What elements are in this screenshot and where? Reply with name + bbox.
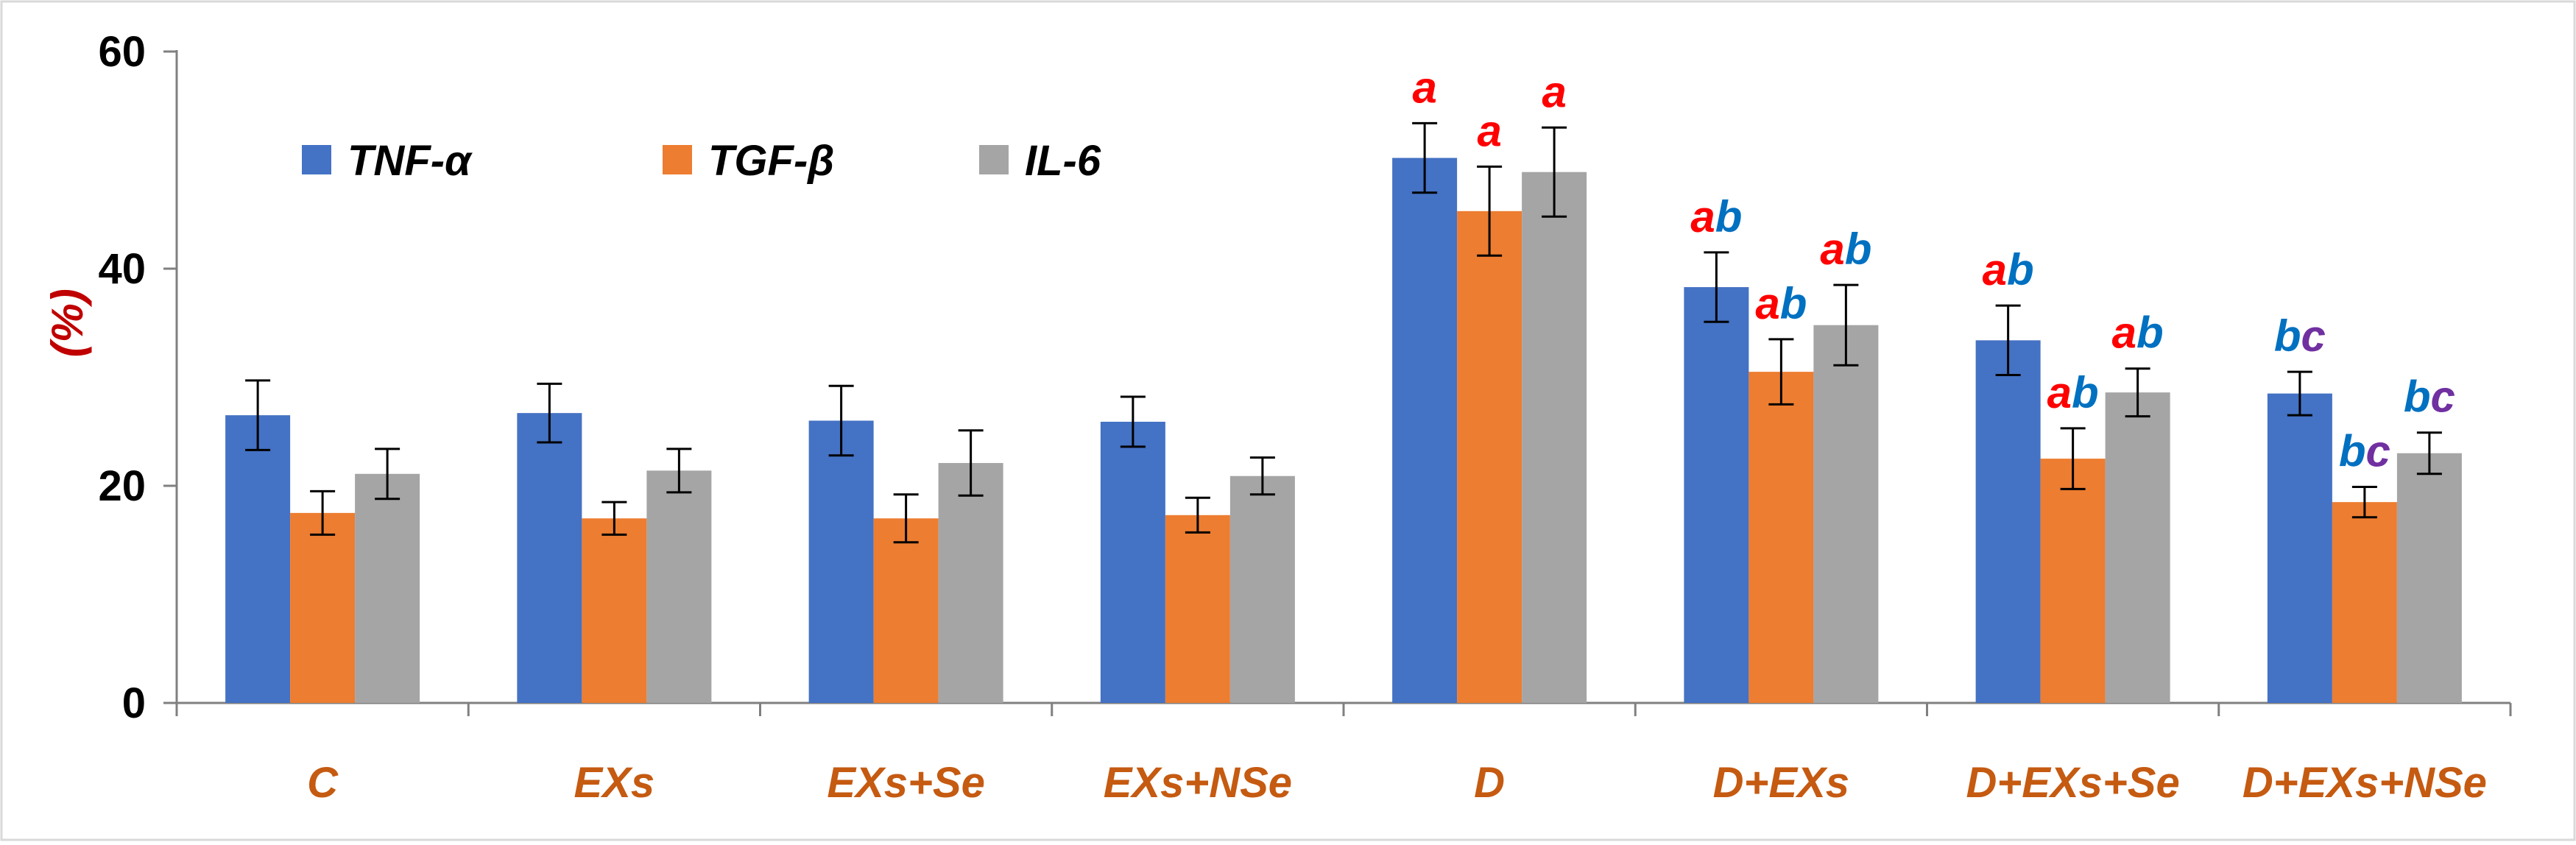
significance-letter: c (2431, 372, 2455, 422)
significance-letter: a (1412, 63, 1436, 112)
significance-letter: b (2339, 426, 2366, 475)
bar (646, 470, 712, 703)
bar (1457, 211, 1522, 703)
x-category-label: D+EXs+Se (1966, 759, 2180, 807)
significance-letter: a (1477, 106, 1501, 155)
y-tick-label: 40 (98, 245, 146, 293)
significance-letter: b (1845, 224, 1872, 274)
significance-letter: c (2301, 311, 2326, 361)
significance-letter: b (2007, 245, 2034, 294)
x-category-label: EXs+NSe (1104, 759, 1292, 807)
bar (873, 518, 939, 703)
significance-label: ab (1755, 279, 1807, 328)
legend-swatch (663, 145, 692, 174)
significance-label: ab (2047, 368, 2099, 417)
significance-letter: a (1820, 224, 1844, 274)
legend-label: TNF-α (347, 137, 473, 185)
significance-letter: a (1542, 67, 1566, 116)
significance-letter: c (2366, 426, 2390, 475)
bar (1165, 515, 1230, 703)
significance-letter: b (2136, 308, 2164, 358)
significance-label: bc (2404, 372, 2455, 422)
significance-letter: a (1755, 279, 1779, 328)
significance-label: a (1477, 106, 1501, 155)
legend: TNF-α TGF-β IL-6 (302, 137, 1101, 185)
significance-label: ab (2112, 308, 2164, 358)
significance-letter: b (1715, 192, 1743, 241)
y-tick-label: 20 (98, 462, 146, 510)
bar (1975, 340, 2041, 703)
bar (938, 463, 1003, 703)
bar (2332, 502, 2397, 703)
bar (582, 518, 647, 703)
legend-label: TGF-β (708, 137, 834, 185)
significance-label: bc (2274, 311, 2326, 361)
x-category-label: D+EXs+NSe (2242, 759, 2487, 807)
legend-swatch (302, 145, 331, 174)
bar (1229, 475, 1295, 703)
significance-label: ab (1690, 192, 1742, 241)
x-category-label: D (1474, 759, 1505, 807)
y-axis-label: (%) (43, 289, 92, 357)
significance-letter: b (2072, 368, 2099, 417)
bar (1522, 172, 1587, 704)
significance-label: a (1542, 67, 1566, 116)
bar (808, 420, 874, 703)
bar (2105, 392, 2170, 703)
significance-letter: a (1983, 245, 2007, 294)
significance-label: a (1412, 63, 1436, 112)
significance-letter: a (1690, 192, 1715, 241)
significance-label: ab (1983, 245, 2034, 294)
legend-label: IL-6 (1025, 137, 1101, 185)
bar (2396, 453, 2462, 703)
bar (1392, 158, 1458, 704)
bar (2040, 459, 2106, 703)
bar (1100, 421, 1165, 703)
legend-swatch (979, 145, 1009, 174)
bar (1748, 372, 1814, 703)
x-category-label: C (307, 759, 339, 807)
significance-letter: a (2112, 308, 2136, 358)
bars (225, 158, 2462, 704)
y-axis: 0 20 40 60 (98, 28, 178, 727)
significance-letter: b (2274, 311, 2301, 361)
bar (517, 413, 582, 703)
x-category-label: EXs+Se (827, 759, 984, 807)
significance-label: bc (2339, 426, 2390, 475)
bar (1813, 325, 1879, 703)
bar (355, 473, 420, 703)
significance-letter: a (2047, 368, 2072, 417)
x-category-label: D+EXs (1713, 759, 1849, 807)
error-bars (245, 121, 2442, 544)
bar (225, 415, 291, 703)
y-tick-label: 0 (122, 679, 146, 727)
y-tick-label: 60 (98, 28, 146, 76)
significance-letter: b (1780, 279, 1807, 328)
bar (1684, 287, 1749, 703)
significance-letter: b (2404, 372, 2431, 422)
bar (290, 512, 356, 703)
x-category-label: EXs (574, 759, 655, 807)
x-axis: C EXs EXs+Se EXs+NSe D D+EXs D+EXs+Se D+EXs+NSe (175, 701, 2512, 807)
bar (2267, 393, 2332, 703)
significance-label: ab (1820, 224, 1871, 274)
